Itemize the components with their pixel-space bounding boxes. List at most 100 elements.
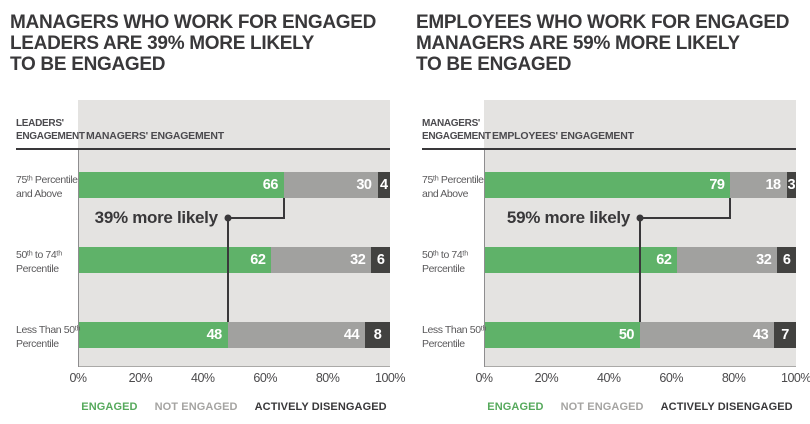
panel-overlay: MANAGERS' ENGAGEMENT 66 30 4 62 32 6 48 … — [78, 100, 390, 367]
bar-segment-actively-disengaged: 3 — [786, 172, 796, 198]
bar-segment-engaged: 79 — [484, 172, 731, 198]
legend: ENGAGED NOT ENGAGED ACTIVELY DISENGAGED — [478, 401, 802, 413]
connector-dot — [224, 214, 232, 222]
row-axis-header-line: LEADERS' — [16, 118, 64, 129]
axis-tick-label: 100% — [781, 371, 810, 385]
row-label-line: Less Than 50ᵗʰ — [16, 324, 81, 336]
row-label-line: and Above — [422, 188, 469, 200]
bar-row: 66 30 4 — [78, 172, 390, 198]
axis-tick-label: 40% — [191, 371, 215, 385]
header-underline — [422, 148, 796, 150]
bar-segment-actively-disengaged: 8 — [365, 322, 390, 348]
axis-tick-label: 0% — [69, 371, 87, 385]
row-axis-header-line: MANAGERS' — [422, 118, 481, 129]
row-label: 75ᵗʰ Percentile and Above — [422, 173, 484, 201]
axis-tick-label: 60% — [659, 371, 683, 385]
axis-tick-label: 60% — [253, 371, 277, 385]
bar-segment-actively-disengaged: 6 — [777, 247, 796, 273]
row-label-line: 50ᵗʰ to 74ᵗʰ — [16, 249, 62, 261]
axis-divider-line — [78, 150, 79, 367]
chart-title-line: MANAGERS WHO WORK FOR ENGAGED — [10, 12, 377, 33]
row-axis-header-line: ENGAGEMENT — [16, 131, 85, 142]
bar-row: 50 43 7 — [484, 322, 796, 348]
axis-divider-line — [484, 150, 485, 367]
bar-segment-actively-disengaged: 4 — [377, 172, 390, 198]
row-label-line: Less Than 50ᵗʰ — [422, 324, 487, 336]
legend: ENGAGED NOT ENGAGED ACTIVELY DISENGAGED — [72, 401, 396, 413]
row-label-line: Percentile — [16, 338, 59, 350]
column-header: MANAGERS' ENGAGEMENT — [86, 130, 224, 142]
chart-title-line: TO BE ENGAGED — [10, 54, 166, 75]
connector-line-horizontal — [227, 217, 284, 219]
bar-value-label: 3 — [787, 177, 796, 193]
row-label-line: Percentile — [16, 263, 59, 275]
annotation-label: 39% more likely — [94, 208, 218, 227]
chart-title-line: TO BE ENGAGED — [416, 54, 572, 75]
bar-value-label: 18 — [765, 177, 781, 193]
bar-row: 79 18 3 — [484, 172, 796, 198]
bar-value-label: 32 — [756, 252, 772, 268]
column-header: EMPLOYEES' ENGAGEMENT — [492, 130, 634, 142]
bar-segment-engaged: 50 — [484, 322, 640, 348]
bar-value-label: 4 — [379, 177, 388, 193]
bar-row: 48 44 8 — [78, 322, 390, 348]
connector-line-from — [282, 198, 285, 219]
bar-value-label: 62 — [656, 252, 672, 268]
bar-row: 62 32 6 — [484, 247, 796, 273]
axis-tick-label: 80% — [315, 371, 340, 385]
bar-value-label: 66 — [262, 177, 279, 193]
bar-segment-engaged: 62 — [78, 247, 272, 273]
chart-figure: LEADERS' ENGAGEMENT MANAGERS' ENGAGEMENT… — [10, 100, 394, 367]
row-label-line: 50ᵗʰ to 74ᵗʰ — [422, 249, 468, 261]
row-label-line: Percentile — [422, 338, 465, 350]
bar-value-label: 7 — [781, 327, 789, 343]
chart-title: EMPLOYEES WHO WORK FOR ENGAGED MANAGERS … — [416, 12, 800, 75]
connector-line-to — [639, 217, 641, 322]
row-label: 50ᵗʰ to 74ᵗʰ Percentile — [422, 248, 484, 276]
row-label: 75ᵗʰ Percentile and Above — [16, 173, 78, 201]
chart-managers-engagement: MANAGERS WHO WORK FOR ENGAGED LEADERS AR… — [10, 12, 405, 420]
bar-row: 62 32 6 — [78, 247, 390, 273]
bar-value-label: 32 — [350, 252, 366, 268]
annotation-label: 59% more likely — [506, 208, 630, 227]
bar-segment-actively-disengaged: 6 — [371, 247, 390, 273]
row-label-line: 75ᵗʰ Percentile — [16, 174, 78, 186]
row-label-line: and Above — [16, 188, 63, 200]
bar-value-label: 48 — [206, 327, 223, 343]
legend-item-actively-disengaged: ACTIVELY DISENGAGED — [660, 401, 793, 413]
bar-value-label: 43 — [753, 327, 769, 343]
bar-value-label: 50 — [618, 327, 635, 343]
axis-tick-label: 40% — [597, 371, 621, 385]
bar-segment-not-engaged: 44 — [227, 322, 366, 348]
bar-value-label: 6 — [376, 252, 385, 268]
bar-value-label: 8 — [373, 327, 382, 343]
row-axis-header: MANAGERS' ENGAGEMENT — [422, 117, 491, 143]
axis-tick-label: 20% — [534, 371, 559, 385]
bar-segment-not-engaged: 32 — [677, 247, 778, 273]
header-underline — [16, 148, 390, 150]
bar-value-label: 30 — [356, 177, 372, 193]
bar-segment-engaged: 66 — [78, 172, 284, 198]
row-label-line: 75ᵗʰ Percentile — [422, 174, 484, 186]
x-axis: 0% 20% 40% 60% 80% 100% — [69, 371, 405, 387]
bar-segment-not-engaged: 32 — [271, 247, 372, 273]
bar-segment-not-engaged: 18 — [730, 172, 787, 198]
axis-tick-label: 20% — [128, 371, 153, 385]
bar-segment-engaged: 62 — [484, 247, 678, 273]
row-axis-header: LEADERS' ENGAGEMENT — [16, 117, 85, 143]
axis-tick-label: 80% — [721, 371, 746, 385]
legend-item-engaged: ENGAGED — [81, 401, 138, 413]
bar-value-label: 44 — [343, 327, 360, 343]
bar-value-label: 79 — [709, 177, 725, 193]
axis-tick-label: 100% — [375, 371, 405, 385]
chart-title-line: EMPLOYEES WHO WORK FOR ENGAGED — [416, 12, 790, 33]
row-axis-header-line: ENGAGEMENT — [422, 131, 491, 142]
legend-item-engaged: ENGAGED — [487, 401, 544, 413]
chart-title: MANAGERS WHO WORK FOR ENGAGED LEADERS AR… — [10, 12, 394, 75]
panel-overlay: EMPLOYEES' ENGAGEMENT 79 18 3 62 32 6 50… — [484, 100, 796, 367]
legend-item-not-engaged: NOT ENGAGED — [560, 401, 644, 413]
legend-item-not-engaged: NOT ENGAGED — [154, 401, 238, 413]
chart-title-line: MANAGERS ARE 59% MORE LIKELY — [416, 33, 740, 54]
bar-segment-not-engaged: 30 — [283, 172, 378, 198]
row-label: Less Than 50ᵗʰ Percentile — [16, 323, 81, 351]
